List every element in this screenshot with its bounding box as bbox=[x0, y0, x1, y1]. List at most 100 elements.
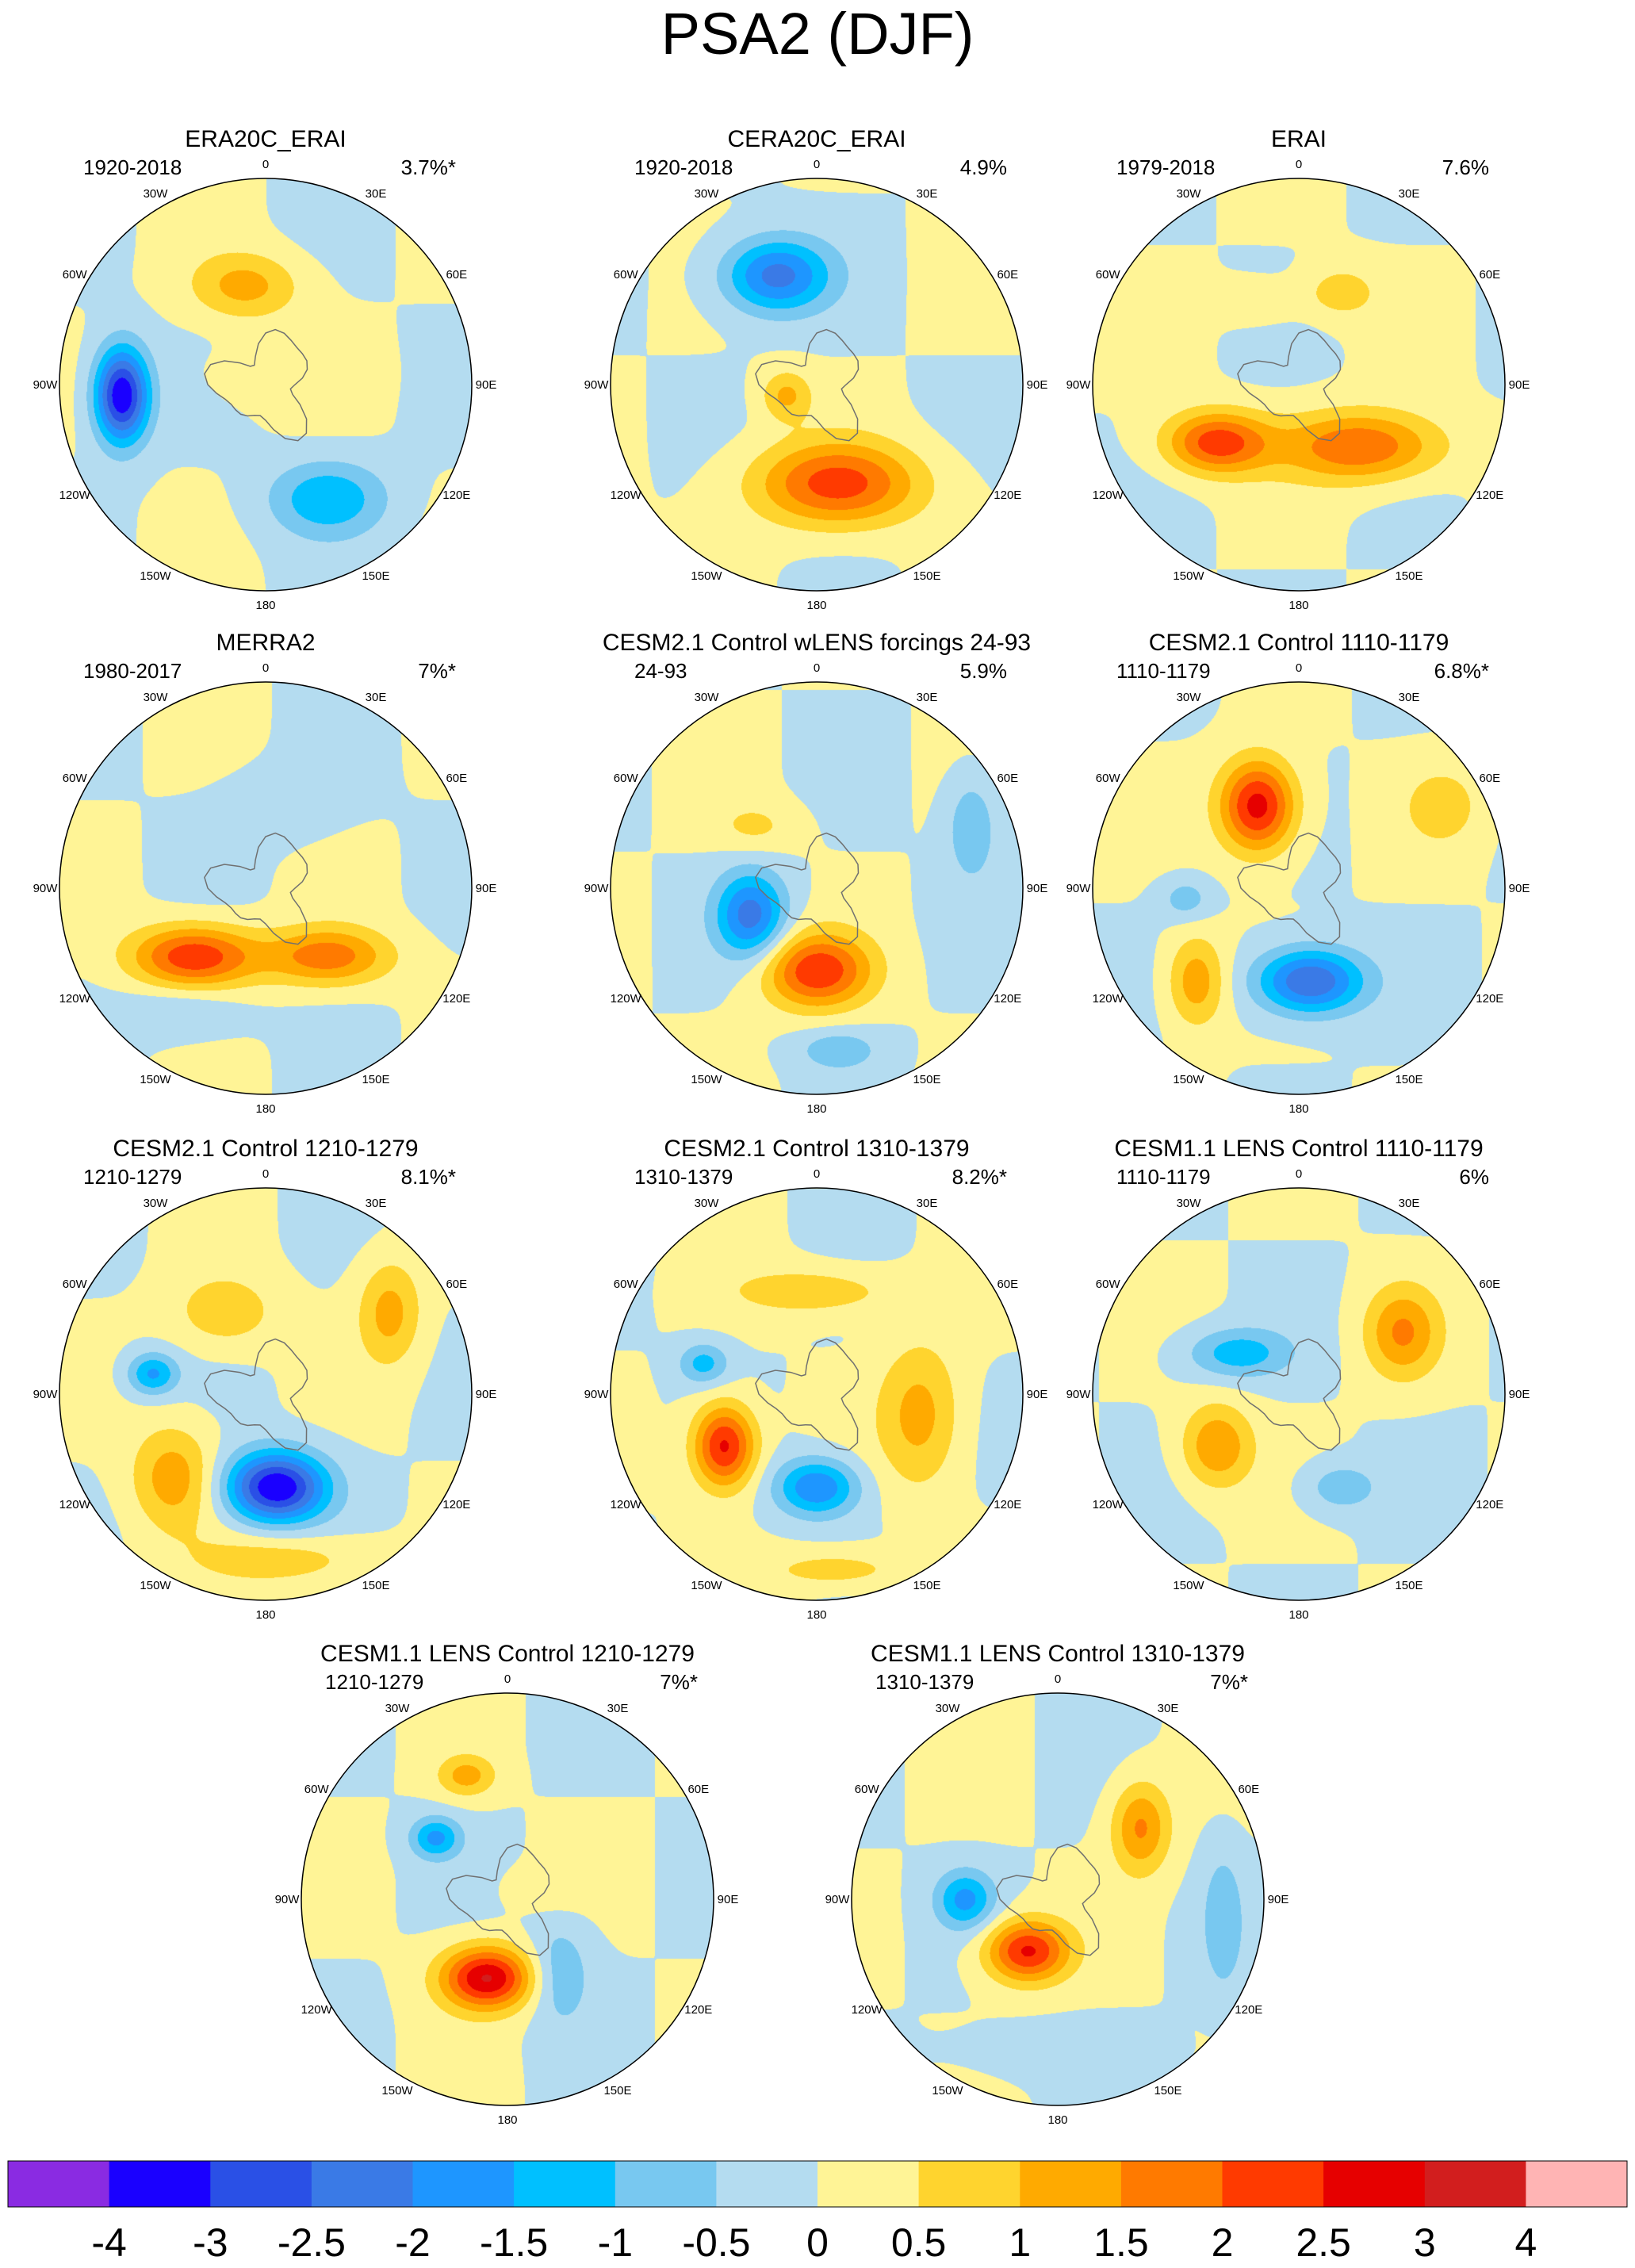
contour-field bbox=[852, 1693, 1264, 2105]
longitude-label: 60E bbox=[1479, 772, 1500, 785]
longitude-label: 120W bbox=[59, 1498, 91, 1511]
coastline bbox=[1237, 1338, 1342, 1451]
panel-variance: 6% bbox=[1459, 1165, 1489, 1189]
longitude-label: 60W bbox=[63, 772, 88, 785]
longitude-label: 180 bbox=[1047, 2113, 1067, 2127]
contour-field bbox=[59, 178, 472, 591]
map-boundary bbox=[851, 1692, 1265, 2106]
colorbar-tick-label: 1.5 bbox=[1093, 2220, 1149, 2265]
longitude-label: 120E bbox=[442, 1498, 470, 1511]
longitude-label: 30W bbox=[144, 1197, 169, 1210]
panel-period: 1980-2017 bbox=[83, 659, 182, 683]
longitude-label: 90E bbox=[1268, 1893, 1289, 1906]
contour-field bbox=[611, 682, 1023, 1094]
panel-period: 1110-1179 bbox=[1116, 659, 1211, 683]
longitude-label: 0 bbox=[814, 1167, 820, 1181]
longitude-label: 30E bbox=[1399, 691, 1420, 704]
longitude-label: 120E bbox=[994, 1498, 1021, 1511]
panel-variance: 7%* bbox=[1210, 1670, 1248, 1694]
longitude-label: 60W bbox=[614, 1278, 639, 1291]
longitude-label: 30E bbox=[917, 691, 938, 704]
longitude-label: 30E bbox=[607, 1702, 629, 1715]
panel-variance: 6.8%* bbox=[1434, 659, 1489, 683]
longitude-label: 120E bbox=[1476, 488, 1503, 502]
longitude-label: 30W bbox=[695, 1197, 720, 1210]
map-boundary bbox=[1092, 178, 1506, 592]
longitude-label: 150E bbox=[913, 1579, 940, 1592]
longitude-label: 90W bbox=[33, 378, 59, 392]
longitude-label: 90W bbox=[1066, 1388, 1092, 1401]
longitude-label: 90E bbox=[476, 1388, 497, 1401]
longitude-label: 60E bbox=[997, 268, 1018, 282]
longitude-label: 60E bbox=[997, 772, 1018, 785]
panel-variance: 7.6% bbox=[1442, 155, 1489, 179]
colorbar-frame bbox=[7, 2160, 1628, 2208]
colorbar-swatch bbox=[818, 2161, 920, 2207]
map-panel: 0 30E 60E 90E 120E 150E 180 150W 120W 90W 60W 30W CE… bbox=[825, 1641, 1289, 2127]
panel-period: 1920-2018 bbox=[634, 155, 733, 179]
longitude-label: 150W bbox=[1173, 569, 1204, 583]
colorbar-swatch bbox=[1120, 2161, 1223, 2207]
longitude-label: 60E bbox=[997, 1278, 1018, 1291]
panel-title: CESM1.1 LENS Control 1310-1379 bbox=[871, 1641, 1245, 1667]
map-boundary bbox=[1092, 1187, 1506, 1601]
longitude-label: 0 bbox=[262, 158, 269, 171]
panel-period: 24-93 bbox=[634, 659, 687, 683]
longitude-label: 30E bbox=[1399, 1197, 1420, 1210]
longitude-label: 180 bbox=[497, 2113, 517, 2127]
longitude-label: 90W bbox=[584, 1388, 610, 1401]
coastline bbox=[755, 832, 860, 945]
colorbar-swatch bbox=[514, 2161, 616, 2207]
longitude-label: 60W bbox=[614, 268, 639, 282]
longitude-label: 30W bbox=[936, 1702, 961, 1715]
colorbar-tick-label: -1 bbox=[598, 2220, 633, 2265]
colorbar-swatch bbox=[716, 2161, 818, 2207]
longitude-label: 30W bbox=[144, 691, 169, 704]
panel-variance: 7%* bbox=[660, 1670, 698, 1694]
longitude-label: 90E bbox=[1027, 1388, 1048, 1401]
contour-field bbox=[301, 1693, 714, 2105]
longitude-label: 30E bbox=[366, 187, 387, 201]
longitude-label: 120E bbox=[994, 488, 1021, 502]
longitude-label: 150W bbox=[691, 569, 722, 583]
longitude-label: 150W bbox=[1173, 1579, 1204, 1592]
coastline bbox=[755, 328, 860, 442]
panel-title: ERAI bbox=[1271, 126, 1327, 152]
longitude-label: 60W bbox=[304, 1783, 330, 1796]
longitude-label: 180 bbox=[806, 1102, 826, 1116]
panel-title: MERRA2 bbox=[216, 630, 315, 656]
panel-variance: 8.1%* bbox=[401, 1165, 456, 1189]
colorbar-tick-label: 2 bbox=[1212, 2220, 1234, 2265]
longitude-label: 90E bbox=[476, 378, 497, 392]
map-boundary bbox=[59, 178, 473, 592]
longitude-label: 120E bbox=[442, 992, 470, 1006]
colorbar-swatch bbox=[615, 2161, 717, 2207]
colorbar-swatch bbox=[412, 2161, 515, 2207]
longitude-label: 120E bbox=[1235, 2003, 1262, 2017]
longitude-label: 30W bbox=[695, 187, 720, 201]
longitude-label: 90W bbox=[1066, 882, 1092, 895]
panel-period: 1210-1279 bbox=[83, 1165, 182, 1189]
colorbar-swatch bbox=[210, 2161, 312, 2207]
longitude-label: 0 bbox=[1296, 661, 1302, 675]
colorbar-tick-label: 4 bbox=[1514, 2220, 1537, 2265]
colorbar-swatch bbox=[1323, 2161, 1426, 2207]
longitude-label: 150E bbox=[362, 1579, 389, 1592]
longitude-label: 30E bbox=[1399, 187, 1420, 201]
longitude-label: 90W bbox=[584, 882, 610, 895]
longitude-label: 90E bbox=[1509, 378, 1530, 392]
map-boundary bbox=[610, 1187, 1024, 1601]
coastline bbox=[204, 832, 308, 945]
colorbar-tick-label: 3 bbox=[1414, 2220, 1436, 2265]
panel-variance: 4.9% bbox=[960, 155, 1007, 179]
longitude-label: 150E bbox=[603, 2084, 631, 2098]
contour-field bbox=[611, 1188, 1023, 1600]
longitude-label: 120E bbox=[442, 488, 470, 502]
map-panel: 0 30E 60E 90E 120E 150E 180 150W 120W 90W 60W 30W ER… bbox=[1066, 126, 1530, 612]
longitude-label: 60E bbox=[1238, 1783, 1259, 1796]
longitude-label: 150E bbox=[362, 1073, 389, 1086]
longitude-label: 0 bbox=[814, 158, 820, 171]
coastline bbox=[446, 1843, 550, 1956]
colorbar-swatch bbox=[109, 2161, 211, 2207]
panel-variance: 8.2%* bbox=[952, 1165, 1007, 1189]
